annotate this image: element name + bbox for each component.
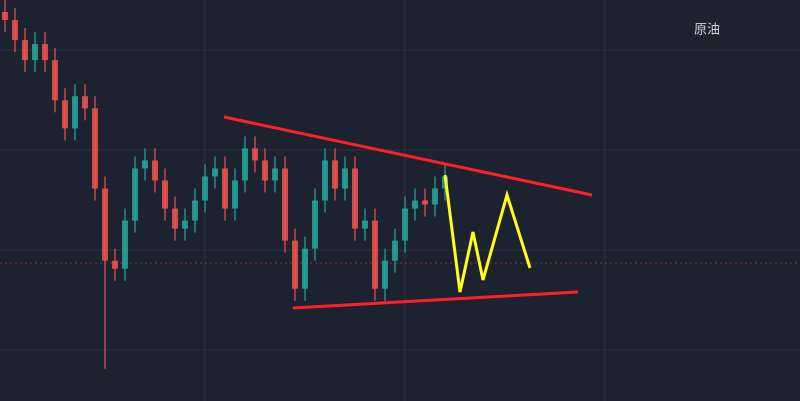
candle-body <box>242 148 248 181</box>
candle-body <box>432 188 438 205</box>
candle-body <box>112 260 118 269</box>
candle-body <box>252 148 258 161</box>
candle-body <box>232 180 238 209</box>
candle-body <box>152 160 158 181</box>
candle-body <box>122 220 128 269</box>
candle-body <box>42 44 48 61</box>
chart-title: 原油 <box>694 23 720 38</box>
candle-body <box>332 160 338 189</box>
candle-body <box>22 40 28 61</box>
resistance-line <box>223 115 593 197</box>
projection-path <box>443 174 532 293</box>
candle-body <box>372 220 378 289</box>
candle-body <box>132 168 138 221</box>
candle-body <box>302 248 308 289</box>
candle-body <box>2 12 8 21</box>
candle-body <box>82 96 88 109</box>
candle-body <box>382 260 388 289</box>
support-line <box>292 290 579 310</box>
candle-body <box>92 108 98 189</box>
candle-body <box>282 168 288 241</box>
candle-body <box>272 168 278 181</box>
candle-body <box>422 200 428 205</box>
candle-body <box>182 220 188 229</box>
candle-body <box>212 168 218 177</box>
candle-body <box>162 180 168 209</box>
candle-body <box>192 200 198 221</box>
candle-body <box>392 240 398 261</box>
candle-body <box>402 208 408 241</box>
candle-body <box>72 96 78 129</box>
candle-body <box>172 208 178 229</box>
candle-body <box>12 20 18 41</box>
candle-body <box>342 168 348 189</box>
candle-body <box>292 240 298 289</box>
candle-body <box>352 168 358 229</box>
candle-body <box>62 100 68 129</box>
candle-body <box>362 220 368 229</box>
candle-body <box>142 160 148 169</box>
candle-body <box>262 160 268 181</box>
candle-body <box>202 176 208 201</box>
candle-body <box>222 168 228 209</box>
candle-body <box>52 60 58 101</box>
candle-body <box>322 160 328 201</box>
candles <box>2 0 448 369</box>
candle-body <box>32 44 38 61</box>
candle-body <box>312 200 318 249</box>
candle-body <box>102 188 108 261</box>
candle-body <box>412 200 418 209</box>
